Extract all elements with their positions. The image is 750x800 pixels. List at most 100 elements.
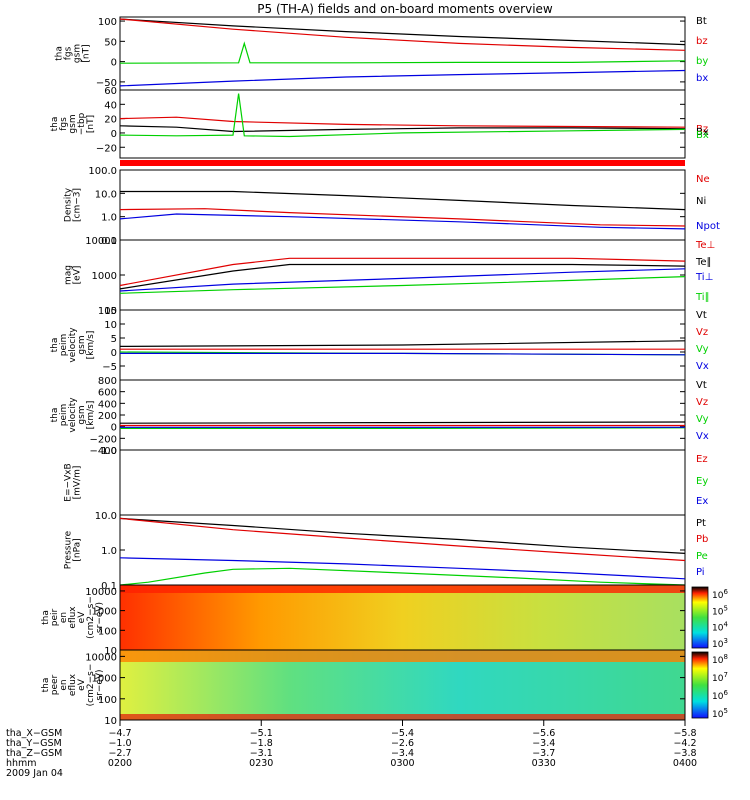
- legend-entry: Ne: [696, 174, 710, 185]
- y-axis-label-line: Pressure: [64, 530, 74, 569]
- y-tick-label: 0.1: [101, 236, 117, 247]
- y-axis-label: E=−VxB [mV/m]: [64, 463, 83, 501]
- y-axis-label-line: [nPa]: [73, 538, 83, 561]
- y-tick-label: 20: [104, 115, 117, 126]
- panel-frame: [119, 169, 686, 241]
- legend-entry: bx: [696, 73, 708, 84]
- panel-pressure: 10.0 1.0 0.1 Pressure [nPa] Pt Pb Pe Pi: [64, 511, 709, 592]
- legend-entry: Te∥: [695, 257, 712, 268]
- legend-entry: Bx: [696, 130, 709, 141]
- legend-entry: by: [696, 56, 708, 67]
- y-axis-label-line: [cm−3]: [73, 188, 83, 222]
- ephemeris-value: −3.8: [673, 748, 696, 759]
- y-tick-label: −200: [90, 434, 117, 445]
- date-label: 2009 Jan 04: [6, 768, 63, 779]
- series-line-mag-1: [119, 263, 686, 290]
- y-tick-label: 10: [104, 646, 117, 657]
- series-line-pressure-2: [119, 567, 686, 586]
- y-axis-label: mag [eV]: [64, 265, 83, 285]
- legend-entry: Bz: [696, 124, 708, 135]
- y-axis-label-line: [km/s]: [86, 401, 96, 430]
- y-axis-label-line: tha: [50, 117, 60, 132]
- y-axis-label-line: fgs: [59, 117, 69, 131]
- series-line-pressure-1: [119, 517, 686, 562]
- y-axis-label-line: gsm: [77, 405, 87, 424]
- colorbar-peer: [691, 651, 709, 719]
- series-line-fgs_bp-1: [119, 125, 686, 133]
- y-axis-label-line: eV: [77, 611, 87, 624]
- separator-bar: [120, 160, 685, 166]
- y-axis-label-line: tha: [50, 408, 60, 423]
- series-line-density-1: [120, 190, 686, 211]
- panel-peir: 106 105 104 103 10000 1000 100 10 tha peir en eflux…: [41, 584, 728, 657]
- y-axis-label-line: eV: [77, 678, 87, 691]
- ephemeris-value: −2.7: [108, 748, 131, 759]
- y-tick-label: 100: [98, 17, 117, 28]
- panel-frame: [119, 89, 686, 159]
- ephemeris-value: −5.6: [532, 728, 555, 739]
- y-tick-label: 1000: [92, 607, 117, 618]
- heatmap-band-high: [120, 585, 685, 593]
- ephemeris-row-label: tha_Y−GSM: [6, 738, 62, 749]
- ephemeris-value: 0200: [108, 758, 132, 769]
- y-axis-label-line: sr−eV): [95, 602, 105, 633]
- y-axis-label-line: mag: [64, 265, 74, 285]
- legend-entry: Ex: [696, 496, 708, 507]
- y-axis-label-line: velocity: [68, 397, 78, 433]
- series-line-vel1-0: [119, 340, 686, 347]
- y-axis-label-line: gsm: [68, 114, 78, 133]
- legend-entry: Vz: [696, 327, 708, 338]
- series-line-pressure-0: [119, 517, 686, 554]
- y-axis-label-line: [km/s]: [86, 331, 96, 360]
- heatmap-peir: [120, 585, 685, 650]
- heatmap-band-high: [120, 650, 685, 662]
- y-axis-label-line: tha: [55, 46, 65, 61]
- panel-frame: [119, 379, 686, 451]
- y-axis-label-line: gsm: [77, 335, 87, 354]
- y-tick-label: 15: [104, 306, 117, 317]
- y-axis-label: Density [cm−3]: [64, 187, 83, 222]
- y-tick-label: 50: [104, 37, 117, 48]
- colorbar-tick: 104: [712, 621, 728, 634]
- y-axis-label-line: [mV/m]: [73, 466, 83, 500]
- heatmap-band-low: [120, 714, 685, 720]
- ephemeris-value: 0230: [249, 758, 273, 769]
- y-tick-label: 0: [111, 58, 117, 69]
- y-tick-label: 10: [104, 320, 117, 331]
- y-axis-label: Pressure [nPa]: [64, 530, 83, 569]
- y-axis-label-line: Density: [64, 187, 74, 222]
- y-tick-label: 1000: [92, 271, 117, 282]
- y-axis-label-line: fgs: [64, 46, 74, 60]
- legend-entry: Vy: [696, 344, 709, 355]
- legend-entry: Vx: [696, 431, 709, 442]
- y-tick-label: −400: [90, 446, 117, 457]
- series-line-mag-2: [119, 268, 686, 292]
- legend-entry: Vx: [696, 361, 709, 372]
- y-axis-label-line: gsm: [73, 44, 83, 63]
- ephemeris-value: −3.7: [532, 748, 555, 759]
- y-tick-label: 10.0: [95, 511, 117, 522]
- y-tick-label: 100: [98, 695, 117, 706]
- series-line-vel2-0: [119, 421, 686, 424]
- ephemeris-value: 0300: [390, 758, 414, 769]
- ephemeris-value: −4.2: [673, 738, 696, 749]
- y-tick-label: 200: [98, 411, 117, 422]
- legend-entry: Bx: [696, 127, 709, 138]
- panel-frame: [119, 449, 686, 516]
- legend-entry: Ez: [696, 454, 708, 465]
- y-axis-label-line: en: [59, 679, 69, 690]
- y-axis-label-line: velocity: [68, 327, 78, 363]
- y-axis-label-line: sr−eV): [95, 669, 105, 700]
- y-tick-label: 5: [111, 334, 117, 345]
- colorbar-tick: 108: [712, 653, 728, 666]
- y-tick-label: 0: [111, 423, 117, 434]
- colorbar-tick: 105: [712, 707, 728, 720]
- y-axis-label-line: [eV]: [73, 266, 83, 285]
- legend-entry: Vt: [696, 310, 707, 321]
- y-axis-label-line: tha: [41, 610, 51, 625]
- series-line-density-2: [119, 213, 686, 230]
- ephemeris-value: −4.7: [108, 728, 131, 739]
- legend-entry: Pt: [696, 518, 706, 529]
